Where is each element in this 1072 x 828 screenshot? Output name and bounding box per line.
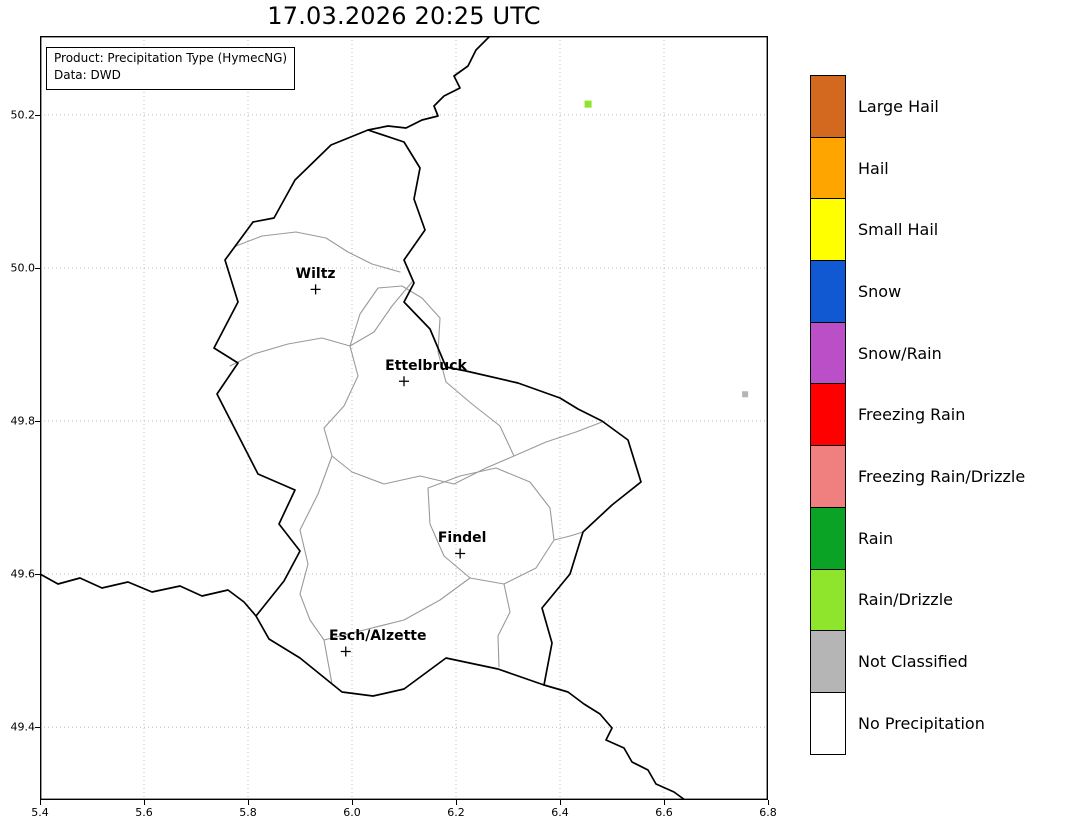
- legend-label: Hail: [858, 158, 889, 178]
- data-source-label: Data: DWD: [54, 68, 121, 83]
- legend-item: Snow/Rain: [810, 321, 1072, 385]
- legend-label: No Precipitation: [858, 713, 985, 733]
- x-tick-mark: [144, 800, 145, 805]
- x-tick-label: 6.2: [447, 806, 465, 819]
- x-tick-label: 6.6: [655, 806, 673, 819]
- legend-item: Rain/Drizzle: [810, 568, 1072, 632]
- x-tick-mark: [352, 800, 353, 805]
- x-tick-mark: [248, 800, 249, 805]
- x-tick-mark: [560, 800, 561, 805]
- legend-label: Snow: [858, 281, 902, 301]
- timestamp-title: 17.03.2026 20:25 UTC: [267, 2, 541, 30]
- plot-frame: [40, 36, 768, 800]
- legend-item: No Precipitation: [810, 691, 1072, 755]
- precipitation-pixels: [584, 100, 749, 398]
- legend-swatch: [810, 321, 846, 385]
- city-label: Ettelbruck: [385, 358, 467, 375]
- x-tick-label: 6.8: [759, 806, 777, 819]
- y-tick-label: 49.6: [10, 567, 36, 581]
- legend-label: Snow/Rain: [858, 343, 942, 363]
- x-tick-label: 5.4: [31, 806, 49, 819]
- legend-item: Not Classified: [810, 630, 1072, 693]
- legend-item: Small Hail: [810, 198, 1072, 262]
- legend-swatch: [810, 383, 846, 447]
- legend-label: Rain: [858, 528, 894, 548]
- legend-swatch: [810, 691, 846, 755]
- y-tick-mark: [35, 574, 40, 576]
- city-marker: [455, 548, 466, 559]
- x-tick-label: 6.0: [343, 806, 361, 819]
- y-tick-mark: [35, 421, 40, 423]
- legend-item: Rain: [810, 506, 1072, 570]
- product-label: Product: Precipitation Type (HymecNG): [54, 51, 288, 65]
- city-marker: [399, 376, 409, 387]
- city-label: Wiltz: [295, 266, 336, 283]
- x-tick-mark: [768, 800, 769, 805]
- legend-item: Hail: [810, 136, 1072, 200]
- city-markers: [310, 284, 466, 657]
- x-tick-label: 5.6: [135, 806, 153, 819]
- luxembourg-map: [40, 36, 768, 800]
- legend-swatch: [810, 198, 846, 262]
- legend-label: Large Hail: [858, 96, 939, 116]
- city-label: Findel: [437, 530, 487, 547]
- x-tick-mark: [664, 800, 665, 805]
- gridlines: [40, 36, 768, 800]
- city-label: Esch/Alzette: [329, 628, 427, 645]
- legend-label: Not Classified: [858, 652, 968, 672]
- legend-swatch: [810, 630, 846, 693]
- y-tick-mark: [35, 727, 40, 729]
- map-plot-area: Product: Precipitation Type (HymecNG) Da…: [40, 36, 768, 800]
- legend-label: Freezing Rain/Drizzle: [858, 466, 1026, 486]
- legend-swatch: [810, 136, 846, 200]
- legend-swatch: [810, 506, 846, 570]
- precipitation-type-legend: Large Hail Hail Small Hail Snow Snow/Rain Fre…: [810, 75, 1072, 755]
- legend-label: Rain/Drizzle: [858, 590, 953, 610]
- neighbor-country-borders: [40, 36, 686, 800]
- precip-pixel: [742, 391, 749, 398]
- legend-swatch: [810, 75, 846, 138]
- x-tick-label: 5.8: [239, 806, 257, 819]
- legend-label: Freezing Rain: [858, 405, 966, 425]
- x-tick-mark: [456, 800, 457, 805]
- y-tick-mark: [35, 114, 40, 116]
- country-border-luxembourg: [213, 129, 642, 697]
- legend-swatch: [810, 568, 846, 632]
- y-tick-mark: [35, 267, 40, 269]
- y-tick-label: 50.0: [10, 261, 36, 275]
- canton-borders: [229, 231, 603, 685]
- legend-swatch: [810, 445, 846, 508]
- product-info-box: Product: Precipitation Type (HymecNG) Da…: [46, 47, 296, 90]
- y-tick-label: 50.2: [10, 108, 36, 122]
- precip-pixel: [584, 100, 592, 108]
- city-marker: [310, 284, 321, 295]
- y-tick-label: 49.4: [10, 720, 36, 734]
- x-tick-mark: [40, 800, 41, 805]
- y-tick-label: 49.8: [10, 414, 36, 428]
- x-tick-label: 6.4: [551, 806, 569, 819]
- legend-item: Snow: [810, 260, 1072, 323]
- legend-item: Freezing Rain/Drizzle: [810, 445, 1072, 508]
- legend-item: Large Hail: [810, 75, 1072, 138]
- legend-label: Small Hail: [858, 220, 939, 240]
- legend-item: Freezing Rain: [810, 383, 1072, 447]
- city-marker: [340, 646, 351, 657]
- legend-swatch: [810, 260, 846, 323]
